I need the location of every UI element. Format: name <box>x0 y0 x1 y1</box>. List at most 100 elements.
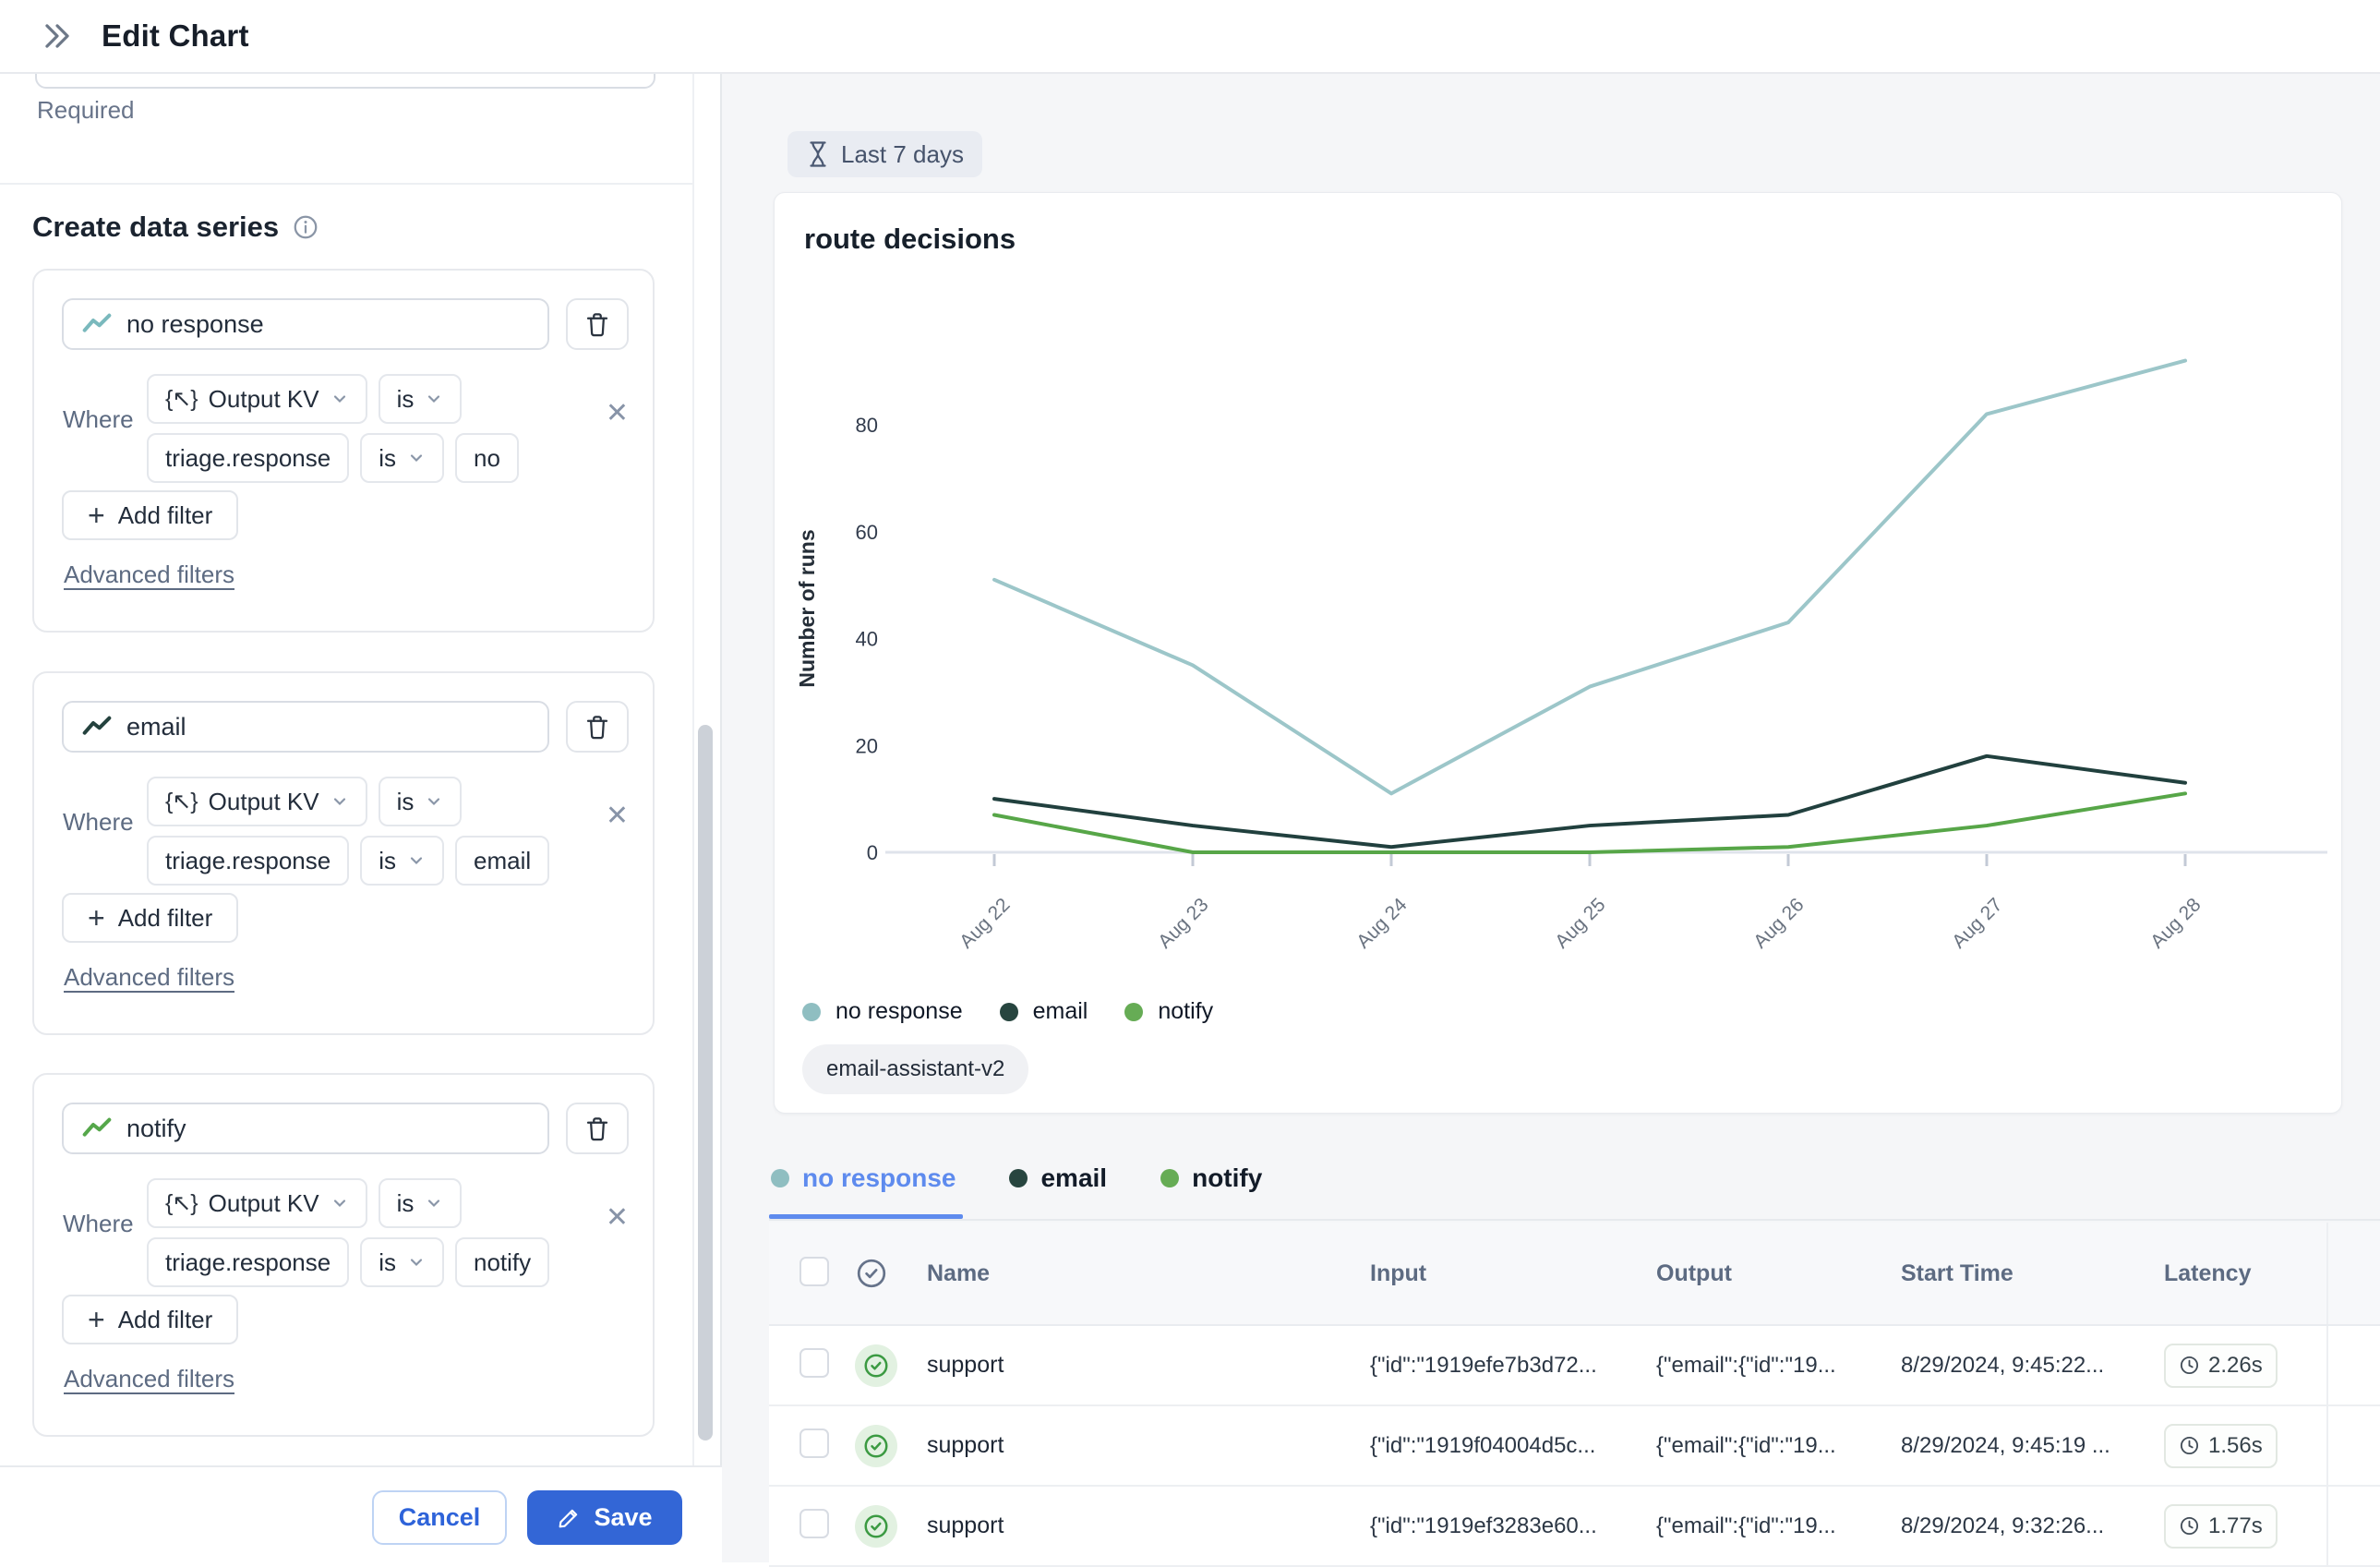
filter-value-chip[interactable]: email <box>455 836 549 886</box>
tab-dot <box>1160 1169 1179 1187</box>
route-decisions-chart: Number of runs020406080Aug 22Aug 23Aug 2… <box>775 193 2343 1115</box>
svg-text:Aug 24: Aug 24 <box>1352 894 1412 953</box>
collapse-panel-icon[interactable] <box>37 16 78 56</box>
run-name: support <box>927 1513 1370 1539</box>
table-row[interactable]: support {"id":"1919ef3283e60... {"email"… <box>769 1487 2380 1567</box>
column-header-latency: Latency <box>2164 1260 2326 1287</box>
run-start-time: 8/29/2024, 9:32:26... <box>1901 1513 2164 1539</box>
save-button[interactable]: Save <box>527 1490 682 1545</box>
tab-no-response[interactable]: no response <box>769 1162 963 1219</box>
where-label: Where <box>63 1210 134 1238</box>
chevron-down-icon <box>331 390 349 408</box>
filter-key-chip[interactable]: triage.response <box>147 433 349 483</box>
chevron-down-icon <box>331 792 349 811</box>
clock-icon <box>2179 1515 2200 1537</box>
svg-text:Aug 22: Aug 22 <box>956 894 1014 952</box>
add-filter-button[interactable]: + Add filter <box>62 1295 238 1344</box>
advanced-filters-link[interactable]: Advanced filters <box>64 963 234 992</box>
series-card: email Where {↖} Output KV is triage.resp… <box>32 671 655 1035</box>
tab-email[interactable]: email <box>1007 1162 1114 1219</box>
success-status-icon <box>855 1344 897 1387</box>
series-name-input[interactable]: no response <box>62 298 549 350</box>
run-output: {"email":{"id":"19... <box>1656 1353 1901 1379</box>
chart-line-no-response <box>994 361 2185 794</box>
filter-operator-dropdown[interactable]: is <box>379 1178 463 1228</box>
success-status-icon <box>855 1505 897 1548</box>
svg-text:Number of runs: Number of runs <box>795 529 819 687</box>
select-all-checkbox[interactable] <box>799 1257 829 1286</box>
plus-icon: + <box>88 903 105 933</box>
success-status-icon <box>855 1425 897 1467</box>
row-checkbox[interactable] <box>799 1509 829 1538</box>
info-icon[interactable] <box>292 213 319 241</box>
series-name-input[interactable]: notify <box>62 1103 549 1154</box>
series-name-value: email <box>126 713 186 741</box>
where-label: Where <box>63 405 134 434</box>
table-header-row: Name Input Output Start Time Latency <box>769 1223 2380 1326</box>
chart-line-email <box>994 756 2185 847</box>
run-input: {"id":"1919f04004d5c... <box>1370 1433 1656 1459</box>
row-checkbox[interactable] <box>799 1428 829 1458</box>
remove-filter-icon[interactable]: ✕ <box>606 1204 629 1232</box>
add-filter-button[interactable]: + Add filter <box>62 893 238 943</box>
status-column-icon <box>855 1257 927 1290</box>
filter-field-dropdown[interactable]: {↖} Output KV <box>147 374 367 424</box>
time-range-badge[interactable]: Last 7 days <box>787 131 982 177</box>
table-row[interactable]: support {"id":"1919efe7b3d72... {"email"… <box>769 1326 2380 1406</box>
legend-item[interactable]: email <box>1000 998 1088 1025</box>
add-filter-button[interactable]: + Add filter <box>62 490 238 540</box>
table-column-divider <box>2326 1487 2380 1565</box>
legend-item[interactable]: notify <box>1124 998 1213 1025</box>
svg-text:60: 60 <box>856 521 878 544</box>
legend-dot <box>1124 1003 1143 1021</box>
chevron-down-icon <box>407 449 426 467</box>
filter-value-chip[interactable]: no <box>455 433 519 483</box>
series-name-value: no response <box>126 310 264 339</box>
filter-key-chip[interactable]: triage.response <box>147 1237 349 1287</box>
svg-text:0: 0 <box>867 841 878 864</box>
scrollbar-thumb[interactable] <box>698 725 713 1440</box>
row-checkbox[interactable] <box>799 1348 829 1378</box>
filter-operator-dropdown[interactable]: is <box>379 374 463 424</box>
filter-key-operator-dropdown[interactable]: is <box>360 1237 444 1287</box>
app-header: Edit Chart <box>0 0 2380 74</box>
chevron-down-icon <box>425 1194 443 1212</box>
run-input: {"id":"1919efe7b3d72... <box>1370 1353 1656 1379</box>
column-header-output: Output <box>1656 1260 1901 1287</box>
filter-value-chip[interactable]: notify <box>455 1237 549 1287</box>
filter-field-dropdown[interactable]: {↖} Output KV <box>147 1178 367 1228</box>
remove-filter-icon[interactable]: ✕ <box>606 400 629 428</box>
remove-filter-icon[interactable]: ✕ <box>606 802 629 830</box>
tab-notify[interactable]: notify <box>1159 1162 1269 1219</box>
svg-text:Aug 28: Aug 28 <box>2146 894 2205 952</box>
advanced-filters-link[interactable]: Advanced filters <box>64 561 234 589</box>
filter-key-chip[interactable]: triage.response <box>147 836 349 886</box>
legend-dot <box>802 1003 821 1021</box>
chart-card: Number of runs020406080Aug 22Aug 23Aug 2… <box>774 192 2342 1114</box>
series-name-input[interactable]: email <box>62 701 549 753</box>
delete-series-button[interactable] <box>566 701 629 753</box>
table-column-divider <box>2326 1223 2380 1324</box>
clock-icon <box>2179 1435 2200 1456</box>
advanced-filters-link[interactable]: Advanced filters <box>64 1365 234 1393</box>
cancel-button[interactable]: Cancel <box>372 1490 507 1545</box>
filter-key-operator-dropdown[interactable]: is <box>360 433 444 483</box>
filter-key-operator-dropdown[interactable]: is <box>360 836 444 886</box>
delete-series-button[interactable] <box>566 298 629 350</box>
page-title: Edit Chart <box>102 18 249 54</box>
table-row[interactable]: support {"id":"1919f04004d5c... {"email"… <box>769 1406 2380 1487</box>
delete-series-button[interactable] <box>566 1103 629 1154</box>
svg-text:20: 20 <box>856 734 878 757</box>
latency-badge: 2.26s <box>2164 1344 2278 1388</box>
tab-dot <box>771 1169 789 1187</box>
column-header-input: Input <box>1370 1260 1656 1287</box>
line-series-icon <box>82 715 112 739</box>
legend-item[interactable]: no response <box>802 998 963 1025</box>
svg-text:Aug 27: Aug 27 <box>1948 894 2006 952</box>
filter-field-dropdown[interactable]: {↖} Output KV <box>147 777 367 826</box>
filter-operator-dropdown[interactable]: is <box>379 777 463 826</box>
run-start-time: 8/29/2024, 9:45:19 ... <box>1901 1433 2164 1459</box>
required-hint: Required <box>37 96 135 125</box>
column-header-start-time: Start Time <box>1901 1260 2164 1287</box>
plus-icon: + <box>88 1305 105 1334</box>
